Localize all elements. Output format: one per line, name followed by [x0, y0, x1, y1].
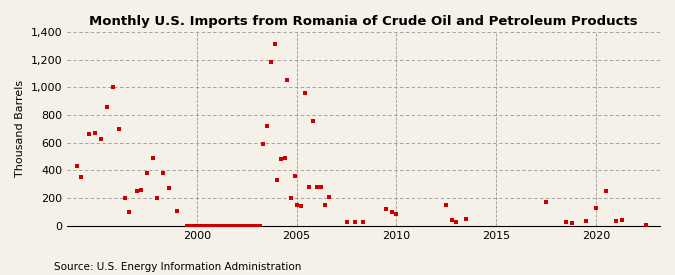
Point: [148, 156, 159, 160]
Point: [252, 224, 263, 228]
Point: [253, 224, 264, 228]
Point: [299, 91, 310, 95]
Point: [387, 210, 398, 214]
Point: [447, 218, 458, 222]
Point: [451, 219, 462, 224]
Point: [601, 189, 612, 193]
Point: [132, 189, 142, 193]
Point: [279, 156, 290, 160]
Point: [275, 157, 286, 162]
Point: [291, 203, 302, 207]
Point: [254, 224, 265, 228]
Point: [182, 224, 192, 228]
Point: [195, 224, 206, 228]
Point: [323, 195, 334, 199]
Point: [142, 171, 153, 175]
Point: [251, 224, 262, 228]
Point: [567, 221, 578, 225]
Point: [580, 219, 591, 223]
Point: [84, 132, 95, 137]
Point: [281, 78, 292, 82]
Point: [286, 196, 296, 200]
Point: [381, 206, 392, 211]
Title: Monthly U.S. Imports from Romania of Crude Oil and Petroleum Products: Monthly U.S. Imports from Romania of Cru…: [89, 15, 638, 28]
Point: [311, 185, 322, 189]
Point: [232, 224, 242, 228]
Point: [240, 224, 250, 228]
Point: [171, 208, 182, 213]
Point: [341, 219, 352, 224]
Point: [307, 119, 318, 123]
Point: [295, 204, 306, 209]
Point: [207, 224, 218, 228]
Point: [190, 224, 200, 228]
Point: [349, 220, 360, 225]
Point: [391, 212, 402, 216]
Point: [227, 224, 238, 228]
Point: [76, 175, 86, 180]
Point: [72, 164, 82, 169]
Point: [561, 220, 572, 225]
Point: [591, 206, 601, 210]
Point: [219, 224, 230, 228]
Point: [136, 188, 146, 192]
Point: [223, 224, 234, 228]
Point: [243, 224, 254, 228]
Point: [107, 85, 118, 90]
Point: [461, 217, 472, 221]
Point: [290, 174, 300, 178]
Point: [315, 185, 326, 189]
Point: [215, 224, 226, 228]
Point: [269, 42, 280, 46]
Text: Source: U.S. Energy Information Administration: Source: U.S. Energy Information Administ…: [54, 262, 301, 272]
Point: [236, 224, 246, 228]
Point: [265, 60, 276, 65]
Point: [319, 203, 330, 207]
Point: [113, 127, 124, 131]
Point: [441, 203, 452, 207]
Point: [211, 224, 222, 228]
Point: [203, 224, 214, 228]
Point: [541, 200, 551, 205]
Point: [617, 218, 628, 222]
Point: [157, 171, 168, 175]
Point: [611, 219, 622, 223]
Point: [96, 136, 107, 141]
Point: [199, 224, 210, 228]
Point: [101, 104, 112, 109]
Point: [124, 210, 134, 214]
Point: [271, 178, 282, 182]
Point: [247, 224, 258, 228]
Point: [151, 196, 162, 200]
Point: [90, 131, 101, 135]
Point: [357, 219, 368, 224]
Point: [163, 186, 174, 191]
Point: [119, 196, 130, 200]
Point: [257, 142, 268, 146]
Point: [641, 222, 651, 227]
Point: [261, 124, 272, 128]
Y-axis label: Thousand Barrels: Thousand Barrels: [15, 80, 25, 177]
Point: [192, 224, 202, 228]
Point: [303, 185, 314, 189]
Point: [186, 224, 196, 228]
